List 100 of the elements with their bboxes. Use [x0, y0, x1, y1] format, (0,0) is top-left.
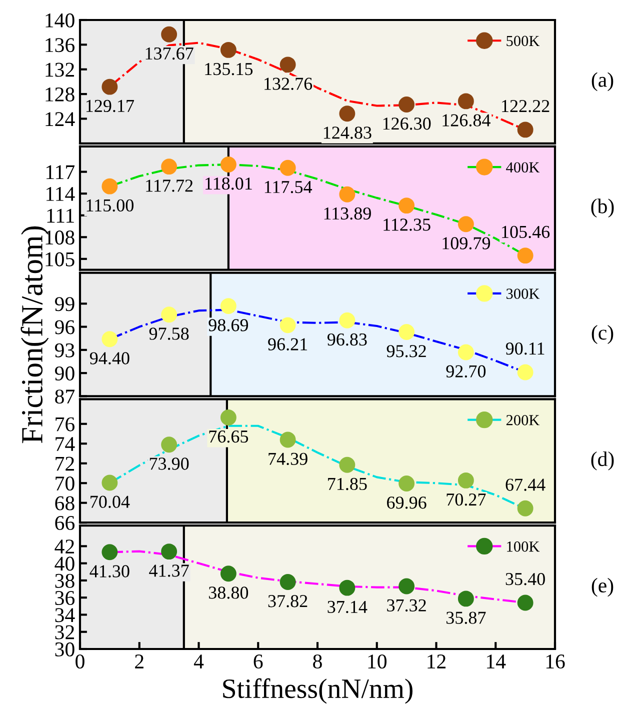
y-tick-label: 30	[55, 642, 74, 656]
y-tick-label: 42	[54, 540, 74, 554]
data-label: 37.82	[268, 595, 308, 608]
y-tick-label: 76	[56, 417, 75, 432]
data-label: 67.44	[506, 478, 546, 491]
y-tick-label: 111	[47, 208, 74, 223]
point	[280, 56, 296, 73]
point	[517, 122, 534, 138]
data-label: 71.85	[328, 478, 367, 490]
y-tick-label: 114	[46, 187, 75, 201]
legend-label: 500K	[506, 36, 540, 46]
y-tick-label: 66	[55, 516, 75, 530]
x-tick-label: 8	[313, 654, 322, 669]
point	[517, 364, 534, 380]
point	[458, 93, 474, 110]
point	[102, 331, 118, 348]
y-tick-label: 99	[54, 297, 74, 312]
y-tick-label: 140	[46, 13, 74, 28]
data-label: 41.37	[149, 564, 189, 577]
legend-label: 100K	[507, 541, 540, 552]
data-label: 70.04	[90, 496, 130, 508]
y-tick-label: 68	[55, 496, 74, 510]
point	[458, 216, 474, 232]
point	[339, 186, 356, 202]
data-label: 135.15	[205, 62, 253, 76]
legend-label: 200K	[506, 415, 540, 426]
point	[102, 178, 118, 194]
point	[280, 160, 296, 176]
point	[398, 578, 415, 594]
data-label: 37.14	[328, 600, 368, 614]
point	[398, 476, 415, 492]
y-tick-label: 136	[46, 38, 75, 52]
point	[280, 317, 296, 334]
text: (e)	[592, 578, 614, 597]
y-tick-label: 87	[55, 390, 75, 404]
x-tick-label: 14	[487, 654, 506, 668]
data-label: 69.96	[387, 496, 426, 509]
point	[161, 158, 178, 175]
data-label: 74.39	[268, 452, 308, 466]
text: (a)	[592, 72, 614, 92]
data-label: 115.00	[86, 199, 134, 212]
point	[280, 574, 296, 590]
point	[458, 344, 474, 360]
data-label: 76.65	[209, 430, 248, 443]
data-label: 105.46	[502, 226, 550, 238]
data-label: 97.58	[149, 328, 189, 340]
data-label: 37.32	[387, 599, 426, 612]
data-label: 41.30	[90, 565, 130, 578]
x-tick-label: 12	[428, 654, 446, 668]
point	[220, 156, 236, 172]
point	[220, 409, 236, 426]
point	[517, 500, 534, 516]
x-tick-label: 2	[135, 654, 144, 668]
y-tick-label: 74	[56, 437, 75, 451]
point	[220, 566, 236, 582]
point	[102, 474, 118, 491]
point	[161, 436, 178, 453]
point	[161, 544, 178, 560]
data-label: 94.40	[90, 352, 130, 364]
point	[517, 594, 534, 611]
data-label: 73.90	[150, 458, 189, 470]
point	[398, 96, 415, 113]
data-label: 117.54	[264, 180, 312, 194]
point	[458, 590, 474, 607]
point	[398, 324, 415, 340]
y-tick-label: 70	[56, 476, 74, 491]
data-label: 118.01	[206, 177, 252, 190]
point	[339, 456, 356, 473]
y-tick-label: 124	[46, 112, 75, 126]
point	[220, 42, 236, 58]
y-tick-label: 96	[54, 320, 75, 334]
y-tick-label: 72	[56, 456, 74, 471]
data-label: 38.80	[208, 586, 248, 599]
y-tick-label: 38	[55, 574, 74, 588]
data-label: 126.30	[383, 118, 431, 130]
point	[517, 248, 534, 264]
data-label: 137.67	[146, 47, 194, 60]
y-tick-label: 34	[55, 608, 75, 622]
data-label: 70.27	[446, 493, 486, 506]
x-tick-label: 6	[254, 654, 263, 669]
y-tick-label: 132	[46, 62, 74, 77]
point	[102, 78, 118, 95]
data-label: 113.89	[324, 207, 371, 220]
y-tick-label: 32	[55, 625, 74, 640]
x-tick-label: 0	[76, 654, 84, 669]
data-label: 129.17	[86, 100, 134, 112]
data-label: 90.11	[506, 342, 544, 355]
legend-label: 400K	[506, 162, 540, 173]
data-label: 35.87	[446, 612, 486, 624]
y-tick-label: 117	[46, 165, 75, 180]
data-label: 117.72	[146, 180, 193, 192]
point	[339, 312, 356, 328]
data-label: 96.83	[327, 333, 367, 346]
point	[339, 580, 356, 596]
point	[161, 26, 178, 42]
point	[161, 306, 178, 323]
y-tick-label: 40	[54, 556, 74, 571]
data-label: 98.69	[208, 319, 248, 332]
x-tick-label: 16	[546, 654, 565, 669]
x-tick-label: 4	[194, 654, 204, 668]
